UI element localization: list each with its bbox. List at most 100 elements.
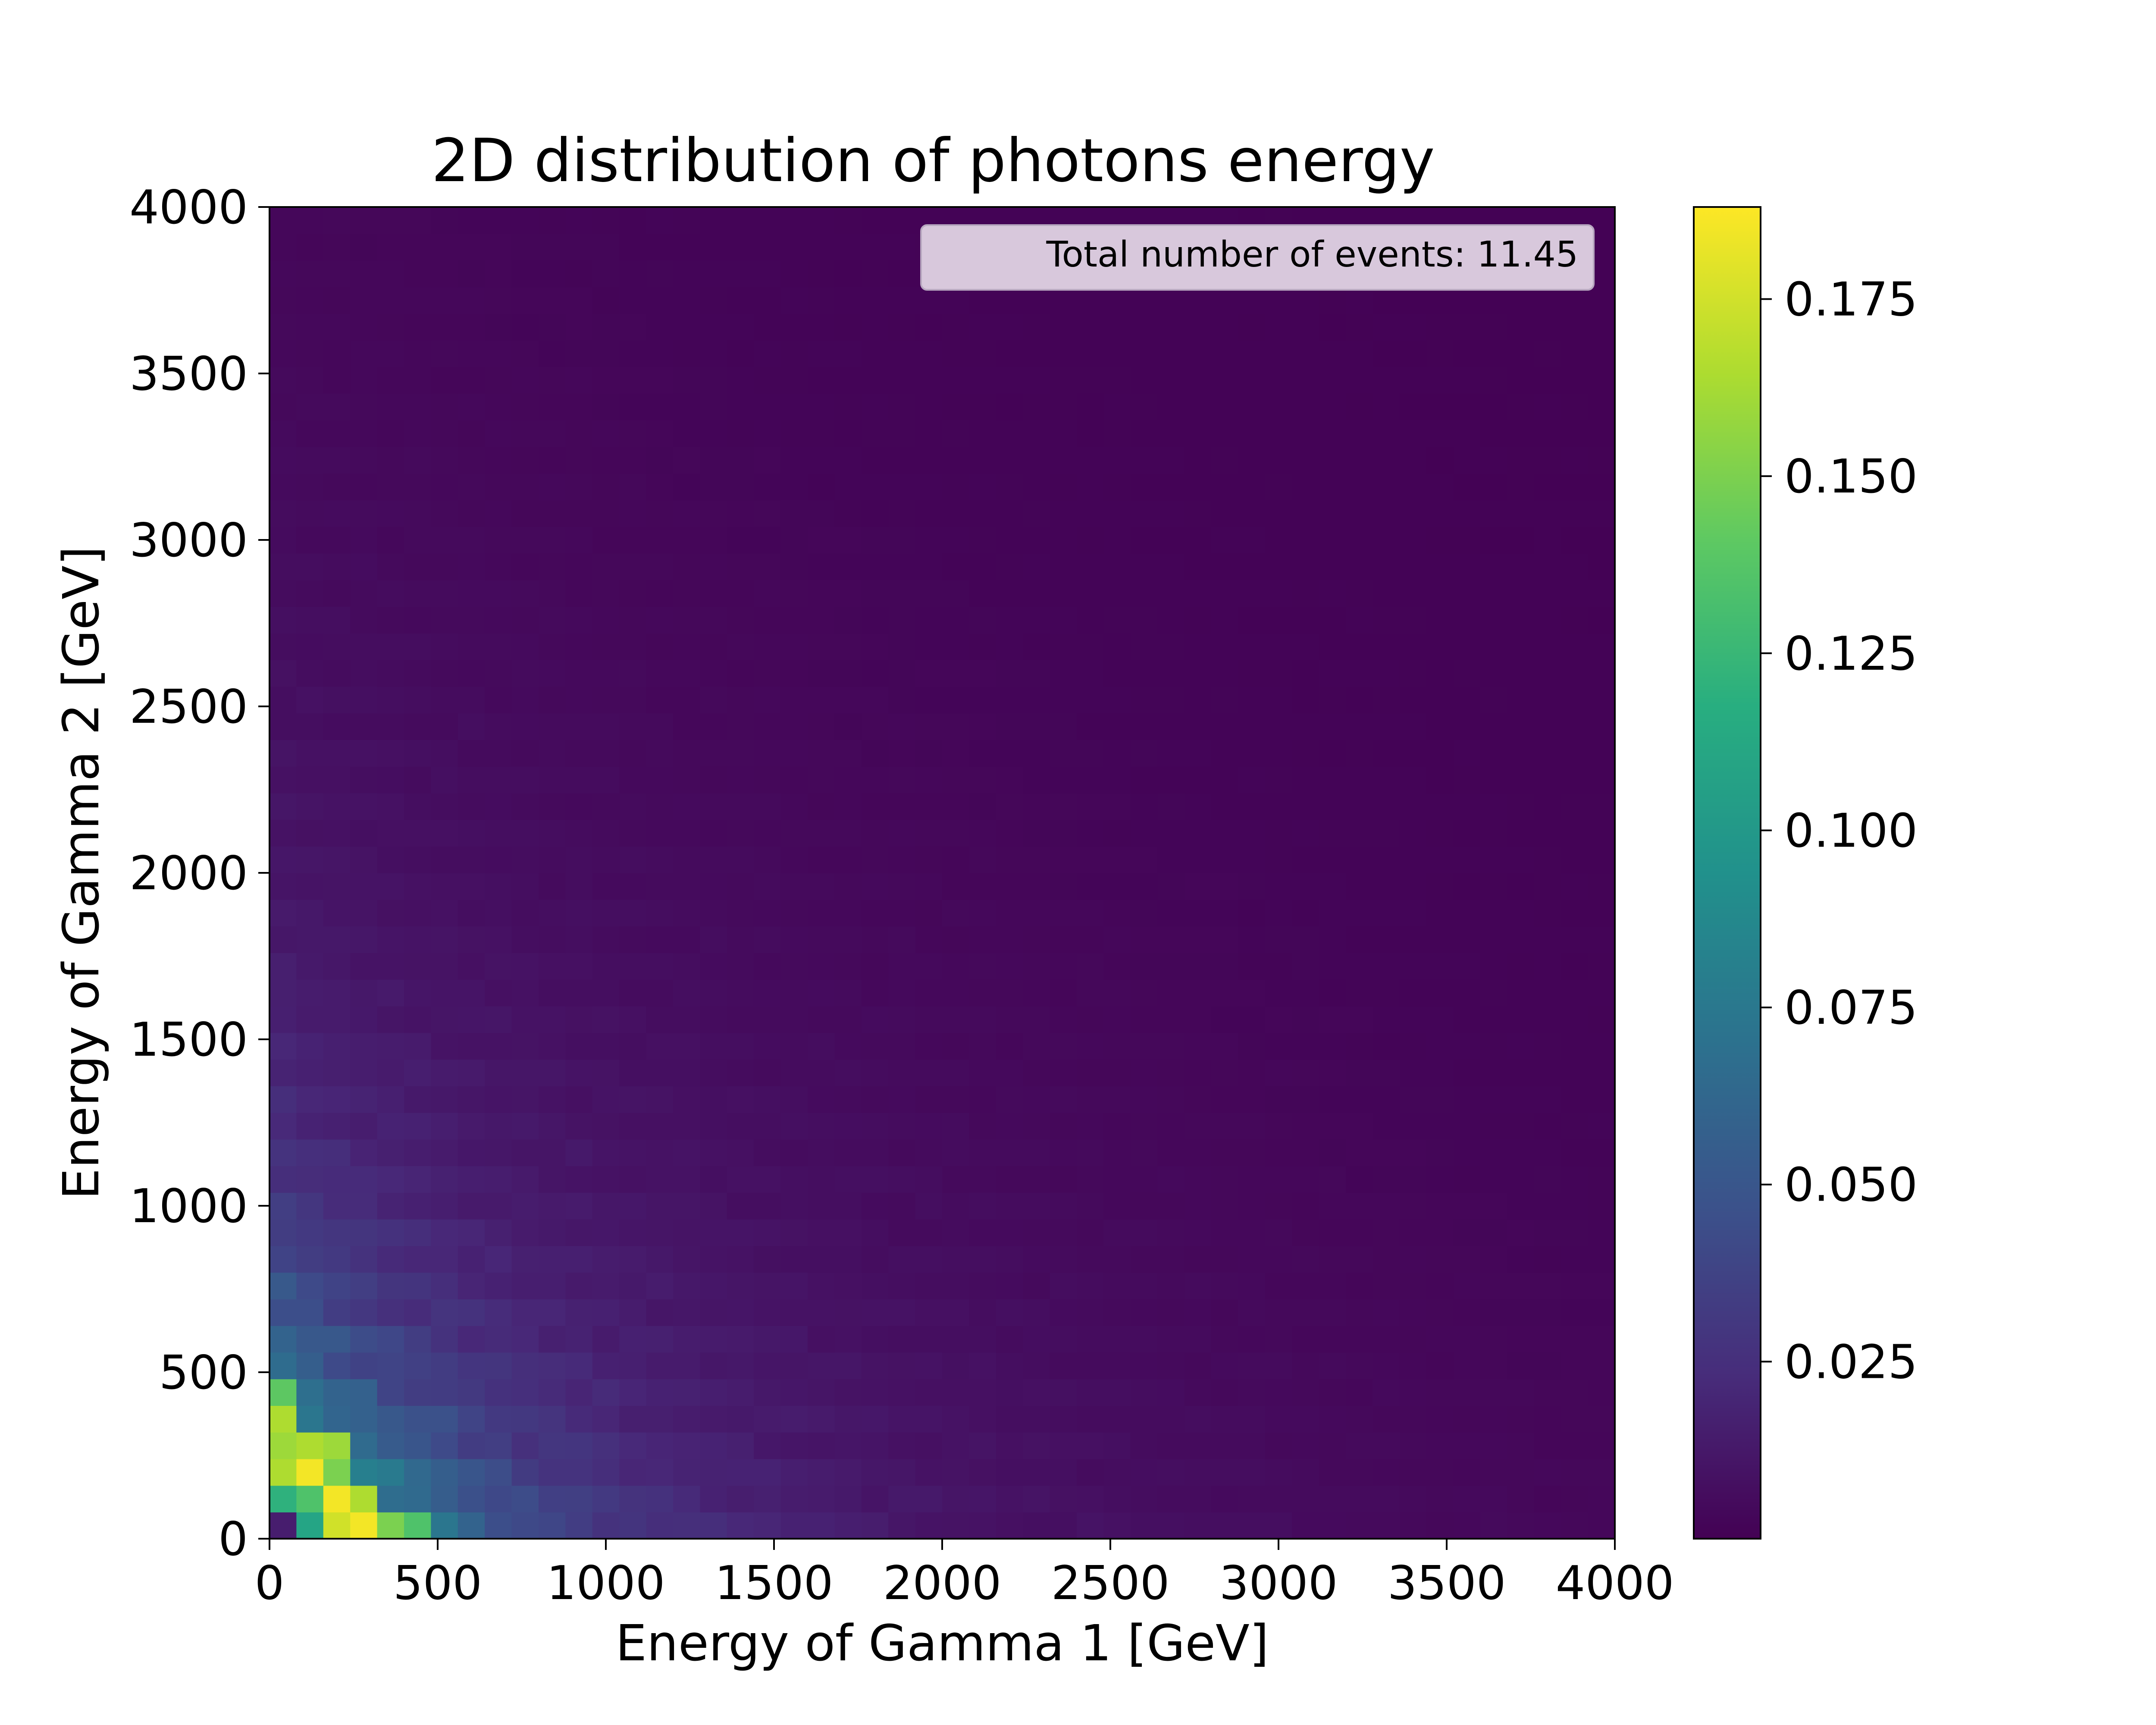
heatmap-cell (808, 1432, 835, 1459)
heatmap-cell (404, 580, 432, 607)
heatmap-cell (1480, 1059, 1508, 1086)
heatmap-cell (780, 1299, 808, 1326)
heatmap-cell (350, 846, 378, 873)
heatmap-cell (1023, 500, 1050, 527)
heatmap-cell (1103, 659, 1131, 687)
heatmap-cell (1373, 1325, 1400, 1353)
heatmap-cell (458, 793, 485, 820)
heatmap-cell (1453, 1006, 1481, 1033)
heatmap-cell (1561, 314, 1589, 341)
heatmap-cell (1211, 1512, 1239, 1539)
heatmap-cell (808, 953, 835, 980)
heatmap-cell (996, 446, 1023, 474)
heatmap-cell (700, 1166, 727, 1193)
heatmap-cell (888, 393, 916, 420)
heatmap-cell (565, 340, 593, 367)
heatmap-cell (1346, 766, 1373, 794)
heatmap-cell (1184, 446, 1212, 474)
heatmap-cell (431, 1432, 458, 1459)
heatmap-cell (1399, 1272, 1427, 1299)
heatmap-cell (619, 340, 647, 367)
heatmap-cell (485, 1458, 512, 1486)
heatmap-cell (915, 500, 943, 527)
heatmap-cell (565, 926, 593, 953)
heatmap-cell (942, 473, 970, 501)
heatmap-cell (1023, 367, 1050, 394)
heatmap-cell (888, 260, 916, 288)
heatmap-cell (1453, 340, 1481, 367)
heatmap-cell (1265, 393, 1292, 420)
heatmap-cell (673, 1485, 701, 1513)
heatmap-cell (969, 1059, 997, 1086)
heatmap-cell (1561, 1086, 1589, 1113)
heatmap-cell (1319, 846, 1346, 873)
heatmap-cell (458, 393, 485, 420)
heatmap-cell (1265, 1059, 1292, 1086)
heatmap-cell (1077, 1379, 1104, 1406)
heatmap-cell (431, 873, 458, 900)
heatmap-cell (1319, 899, 1346, 927)
heatmap-cell (323, 580, 351, 607)
heatmap-cell (1077, 1059, 1104, 1086)
heatmap-cell (404, 1272, 432, 1299)
heatmap-cell (915, 926, 943, 953)
heatmap-cell (1534, 1086, 1561, 1113)
heatmap-cell (1319, 1405, 1346, 1433)
heatmap-cell (1050, 580, 1077, 607)
heatmap-cell (511, 553, 539, 580)
heatmap-cell (1103, 713, 1131, 740)
heatmap-cell (1077, 846, 1104, 873)
heatmap-cell (1077, 926, 1104, 953)
heatmap-cell (727, 899, 754, 927)
heatmap-cell (323, 1112, 351, 1140)
heatmap-cell (296, 207, 324, 234)
heatmap-cell (996, 1512, 1023, 1539)
heatmap-cell (700, 713, 727, 740)
heatmap-cell (1534, 473, 1561, 501)
heatmap-cell (1130, 899, 1158, 927)
heatmap-cell (727, 1086, 754, 1113)
heatmap-cell (1561, 1485, 1589, 1513)
heatmap-cell (404, 207, 432, 234)
heatmap-cell (700, 659, 727, 687)
heatmap-cell (1292, 1512, 1319, 1539)
heatmap-cell (511, 1512, 539, 1539)
heatmap-cell (888, 740, 916, 767)
heatmap-cell (1319, 873, 1346, 900)
heatmap-cell (834, 953, 862, 980)
heatmap-cell (834, 1192, 862, 1220)
heatmap-cell (592, 1272, 620, 1299)
heatmap-cell (1319, 473, 1346, 501)
heatmap-cell (511, 314, 539, 341)
heatmap-cell (1534, 1512, 1561, 1539)
heatmap-cell (511, 367, 539, 394)
heatmap-cell (834, 1086, 862, 1113)
heatmap-cell (1373, 446, 1400, 474)
heatmap-cell (915, 1059, 943, 1086)
heatmap-cell (485, 1325, 512, 1353)
heatmap-cell (1561, 1139, 1589, 1167)
heatmap-cell (511, 1325, 539, 1353)
heatmap-cell (700, 1192, 727, 1220)
heatmap-cell (996, 686, 1023, 714)
heatmap-cell (323, 1166, 351, 1193)
heatmap-cell (1184, 766, 1212, 794)
heatmap-cell (1103, 420, 1131, 447)
heatmap-cell (592, 1166, 620, 1193)
heatmap-cell (1507, 846, 1535, 873)
heatmap-cell (646, 473, 674, 501)
x-tick-label: 500 (393, 1556, 482, 1610)
heatmap-cell (1426, 659, 1454, 687)
heatmap-cell (539, 1059, 566, 1086)
heatmap-cell (565, 1352, 593, 1380)
heatmap-cell (808, 1086, 835, 1113)
heatmap-cell (431, 1112, 458, 1140)
heatmap-cell (1399, 659, 1427, 687)
heatmap-cell (673, 420, 701, 447)
heatmap-cell (1238, 1458, 1266, 1486)
heatmap-cell (754, 1139, 781, 1167)
heatmap-cell (1211, 846, 1239, 873)
heatmap-cell (592, 580, 620, 607)
heatmap-cell (539, 713, 566, 740)
heatmap-cell (431, 446, 458, 474)
